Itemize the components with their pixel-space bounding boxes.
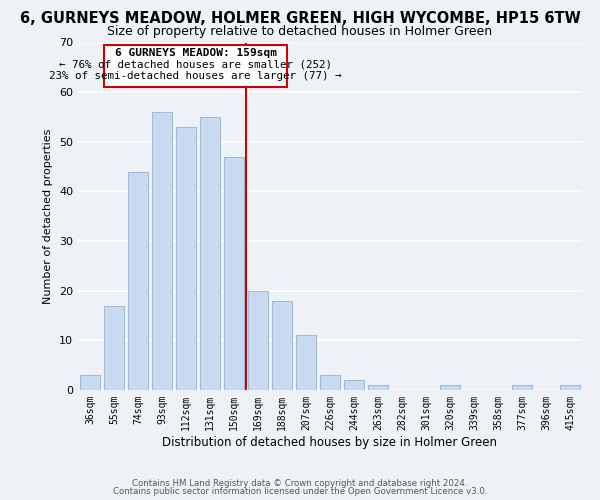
Bar [560,385,580,390]
Bar [152,112,172,390]
Bar [176,127,196,390]
Text: Contains public sector information licensed under the Open Government Licence v3: Contains public sector information licen… [113,487,487,496]
Y-axis label: Number of detached properties: Number of detached properties [43,128,53,304]
FancyBboxPatch shape [104,45,287,87]
Bar [224,156,244,390]
Bar [272,300,292,390]
Bar [440,385,460,390]
Bar [512,385,532,390]
Bar [344,380,364,390]
Text: Contains HM Land Registry data © Crown copyright and database right 2024.: Contains HM Land Registry data © Crown c… [132,478,468,488]
Text: 6 GURNEYS MEADOW: 159sqm: 6 GURNEYS MEADOW: 159sqm [115,48,277,58]
Bar [320,375,340,390]
Bar [128,172,148,390]
X-axis label: Distribution of detached houses by size in Holmer Green: Distribution of detached houses by size … [163,436,497,448]
Text: Size of property relative to detached houses in Holmer Green: Size of property relative to detached ho… [107,25,493,38]
Bar [248,290,268,390]
Bar [200,117,220,390]
Bar [104,306,124,390]
Bar [296,336,316,390]
Text: ← 76% of detached houses are smaller (252): ← 76% of detached houses are smaller (25… [59,60,332,70]
Bar [80,375,100,390]
Text: 6, GURNEYS MEADOW, HOLMER GREEN, HIGH WYCOMBE, HP15 6TW: 6, GURNEYS MEADOW, HOLMER GREEN, HIGH WY… [20,11,580,26]
Text: 23% of semi-detached houses are larger (77) →: 23% of semi-detached houses are larger (… [49,72,342,82]
Bar [368,385,388,390]
